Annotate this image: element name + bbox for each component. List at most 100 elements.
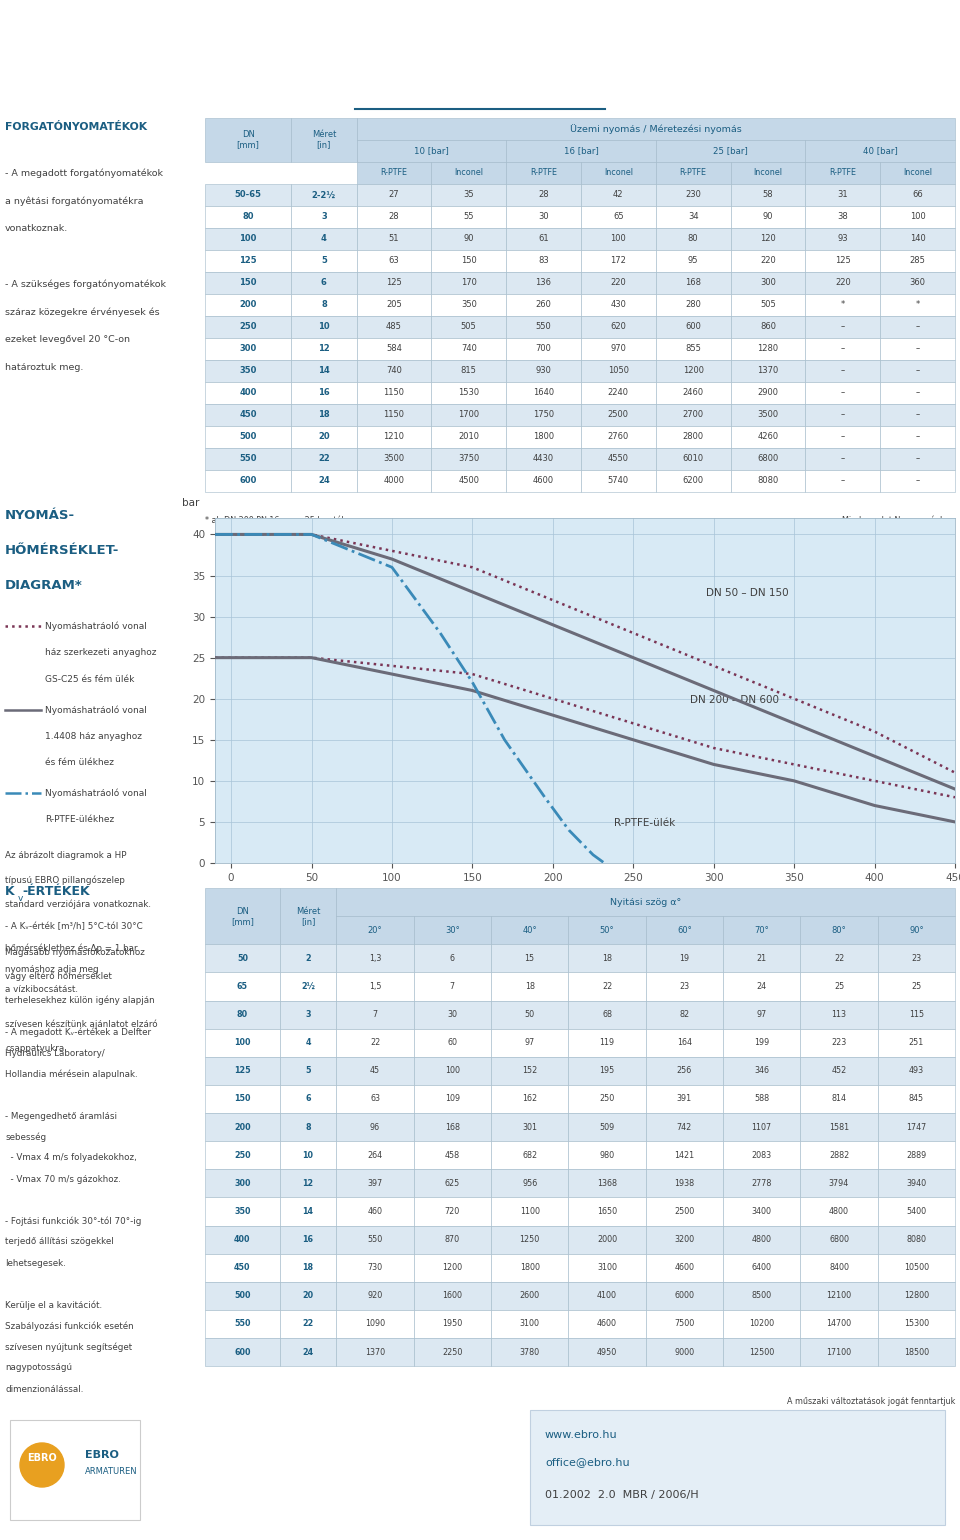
Text: 1150: 1150 — [383, 410, 404, 419]
Text: 1370: 1370 — [757, 367, 779, 376]
Bar — [414, 1338, 491, 1366]
Bar — [805, 162, 880, 183]
Text: 2010: 2010 — [458, 433, 479, 442]
Text: Kerülje el a kavitációt.: Kerülje el a kavitációt. — [5, 1300, 102, 1311]
Bar — [336, 1338, 414, 1366]
Text: 256: 256 — [677, 1066, 692, 1075]
Text: 63: 63 — [370, 1095, 380, 1104]
Text: 2½: 2½ — [301, 983, 315, 990]
Text: 220: 220 — [611, 279, 626, 288]
Bar — [205, 1169, 279, 1198]
Text: 1650: 1650 — [597, 1207, 617, 1217]
Text: 28: 28 — [389, 213, 399, 222]
Text: 100: 100 — [234, 1038, 251, 1047]
Bar — [646, 1254, 723, 1281]
Text: 6: 6 — [321, 279, 326, 288]
Text: típusú EBRO pillangószelep: típusú EBRO pillangószelep — [5, 875, 125, 885]
Bar — [805, 273, 880, 294]
Text: 4950: 4950 — [597, 1348, 617, 1357]
Text: és fém ülékhez: és fém ülékhez — [45, 758, 114, 767]
Text: 400: 400 — [234, 1235, 251, 1244]
Text: 80: 80 — [237, 1010, 248, 1019]
Bar — [646, 1141, 723, 1169]
Bar — [656, 470, 731, 491]
Text: 870: 870 — [444, 1235, 460, 1244]
Bar — [279, 972, 336, 1001]
Bar — [205, 448, 291, 470]
Bar — [877, 1338, 955, 1366]
Text: - Fojtási funkciók 30°-tól 70°-ig: - Fojtási funkciók 30°-tól 70°-ig — [5, 1217, 141, 1226]
Bar — [336, 1141, 414, 1169]
Bar — [656, 360, 731, 382]
Text: 397: 397 — [368, 1178, 383, 1187]
Text: 125: 125 — [835, 257, 851, 265]
Bar — [805, 228, 880, 249]
Bar — [205, 1001, 279, 1029]
Bar — [431, 162, 506, 183]
Text: Inconel: Inconel — [454, 168, 483, 177]
Bar — [568, 1226, 646, 1254]
Text: 50: 50 — [524, 1010, 535, 1019]
Text: 1200: 1200 — [683, 367, 704, 376]
Bar — [506, 382, 581, 403]
Text: 4: 4 — [305, 1038, 311, 1047]
Bar — [336, 1254, 414, 1281]
Bar — [568, 1056, 646, 1084]
Bar — [414, 972, 491, 1001]
Bar — [205, 972, 279, 1001]
Text: 2500: 2500 — [608, 410, 629, 419]
Text: - Vmax 4 m/s folyadekokhoz,: - Vmax 4 m/s folyadekokhoz, — [5, 1153, 136, 1163]
Bar — [205, 249, 291, 273]
Bar — [646, 1338, 723, 1366]
Text: a vízkibocsátást.: a vízkibocsátást. — [5, 986, 78, 995]
FancyBboxPatch shape — [530, 1411, 945, 1525]
Bar — [581, 360, 656, 382]
Text: 300: 300 — [760, 279, 776, 288]
Bar — [723, 1198, 801, 1226]
Bar — [279, 1113, 336, 1141]
Bar — [414, 1084, 491, 1113]
Text: 2882: 2882 — [828, 1150, 850, 1160]
Bar — [506, 140, 656, 162]
Text: 550: 550 — [234, 1320, 251, 1329]
Bar — [279, 1056, 336, 1084]
Bar — [805, 249, 880, 273]
Text: 450: 450 — [234, 1263, 251, 1272]
Text: 230: 230 — [685, 191, 701, 200]
Bar — [279, 944, 336, 972]
Text: –: – — [841, 322, 845, 331]
Bar — [656, 337, 731, 360]
Text: 1800: 1800 — [519, 1263, 540, 1272]
Text: 60°: 60° — [677, 926, 692, 935]
Bar — [414, 1169, 491, 1198]
Text: - Megengedhető áramlási: - Megengedhető áramlási — [5, 1112, 117, 1121]
Bar — [336, 1084, 414, 1113]
Text: 280: 280 — [685, 300, 701, 310]
Bar — [646, 972, 723, 1001]
Text: 1530: 1530 — [458, 388, 479, 397]
Text: 162: 162 — [522, 1095, 538, 1104]
Bar — [491, 1198, 568, 1226]
Text: 35: 35 — [464, 191, 474, 200]
Text: 956: 956 — [522, 1178, 538, 1187]
Text: 80: 80 — [688, 234, 699, 243]
Bar — [356, 427, 431, 448]
Text: 168: 168 — [685, 279, 701, 288]
Text: 740: 740 — [461, 345, 477, 353]
Text: 1938: 1938 — [674, 1178, 694, 1187]
Bar — [414, 1254, 491, 1281]
Text: 18: 18 — [525, 983, 535, 990]
Bar — [279, 1001, 336, 1029]
Bar — [431, 360, 506, 382]
Text: 815: 815 — [461, 367, 477, 376]
Text: 360: 360 — [909, 279, 925, 288]
Bar — [205, 944, 279, 972]
Bar — [431, 249, 506, 273]
Bar — [568, 1198, 646, 1226]
Text: határoztuk meg.: határoztuk meg. — [5, 363, 84, 373]
Bar — [568, 916, 646, 944]
Text: 30°: 30° — [445, 926, 460, 935]
Bar — [801, 1169, 877, 1198]
Text: 1370: 1370 — [365, 1348, 385, 1357]
Bar — [356, 294, 431, 316]
